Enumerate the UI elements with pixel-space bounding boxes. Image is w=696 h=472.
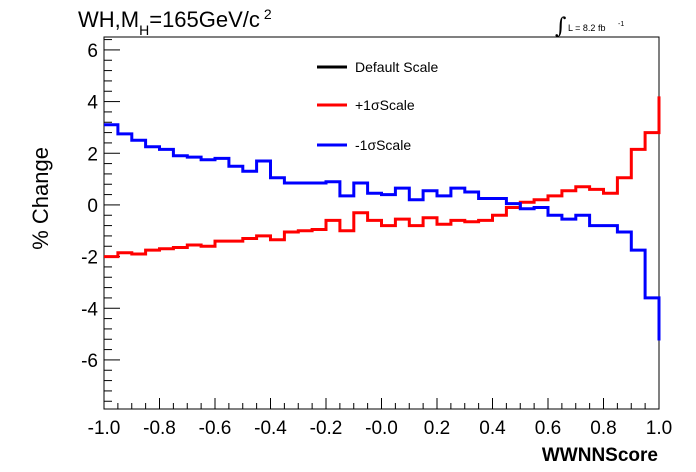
lumi-label: ∫ L = 8.2 fb -1 bbox=[555, 14, 624, 39]
x-tick-label: 0.6 bbox=[535, 418, 561, 439]
x-tick-label: -0.2 bbox=[310, 418, 343, 439]
lumi-superscript: -1 bbox=[618, 21, 624, 28]
axis-ticks bbox=[103, 39, 660, 409]
y-tick-label: 4 bbox=[87, 93, 98, 114]
lumi-integral-symbol: ∫ bbox=[555, 14, 567, 39]
legend: Default Scale +1σScale -1σScale bbox=[317, 59, 438, 153]
legend-label-minus-1-sigma: -1σScale bbox=[355, 137, 411, 153]
series-line-1 bbox=[104, 96, 661, 259]
chart-title-main: WH,M bbox=[78, 7, 139, 32]
y-tick-label: 6 bbox=[87, 41, 98, 62]
x-tick-label: -0.6 bbox=[199, 418, 232, 439]
legend-label-plus-1-sigma: +1σScale bbox=[355, 97, 415, 113]
x-tick-label: -0.8 bbox=[143, 418, 176, 439]
series-layer bbox=[104, 96, 661, 341]
y-axis-title: % Change bbox=[28, 147, 53, 250]
y-tick-label: 2 bbox=[87, 144, 98, 165]
chart-title-rest: =165GeV/c bbox=[149, 7, 260, 32]
x-tick-label: 1.0 bbox=[646, 418, 672, 439]
y-tick-label: -6 bbox=[81, 351, 98, 372]
y-tick-label: 0 bbox=[87, 196, 98, 217]
y-tick-label: -4 bbox=[81, 299, 98, 320]
x-tick-label: 0.4 bbox=[479, 418, 506, 439]
series-line-2 bbox=[104, 123, 661, 341]
lumi-text: L = 8.2 fb bbox=[568, 23, 605, 33]
x-axis-title: WWNNScore bbox=[542, 445, 658, 466]
y-tick-label: -2 bbox=[81, 248, 98, 269]
x-tick-label: -0.4 bbox=[254, 418, 287, 439]
x-tick-label: 0.8 bbox=[590, 418, 616, 439]
x-tick-label: -1.0 bbox=[88, 418, 121, 439]
chart-title-subscript: H bbox=[139, 22, 149, 38]
chart-title: WH,MH=165GeV/c 2 bbox=[78, 6, 272, 38]
legend-label-default-scale: Default Scale bbox=[355, 59, 438, 75]
x-tick-label: -0.0 bbox=[365, 418, 398, 439]
axis-tick-labels: -1.0 -0.8 -0.6 -0.4 -0.2 -0.0 0.2 0.4 0.6 0.8 1.0 -… bbox=[81, 41, 672, 439]
chart-title-superscript: 2 bbox=[264, 6, 272, 22]
x-tick-label: 0.2 bbox=[424, 418, 450, 439]
